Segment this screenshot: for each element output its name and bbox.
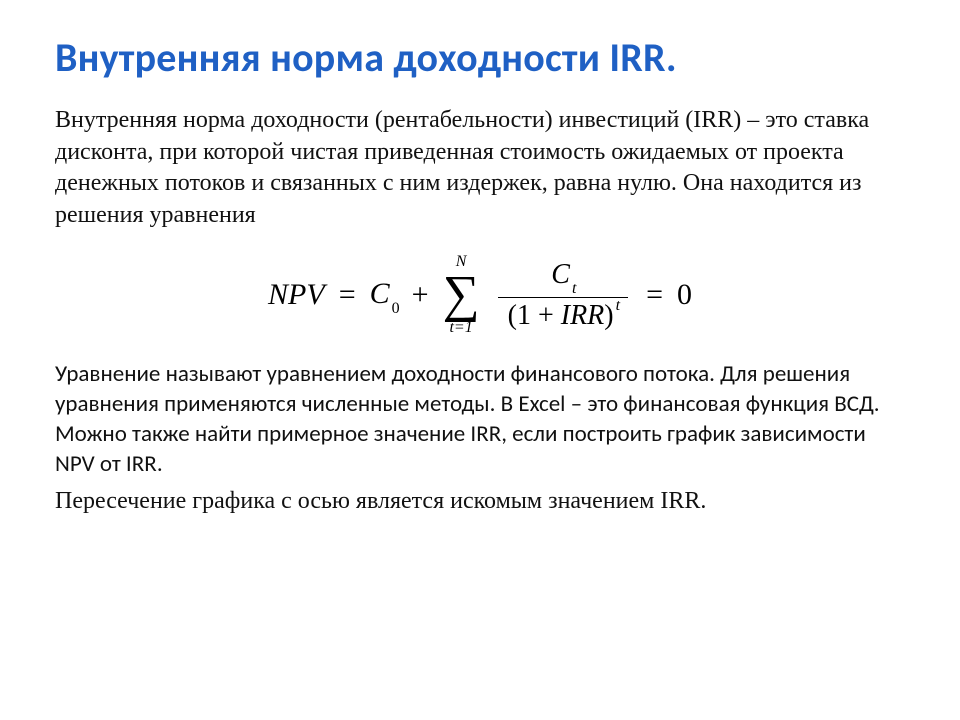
ct-base: C bbox=[551, 259, 570, 290]
c0-base: C bbox=[370, 277, 390, 310]
sum-lower: t=1 bbox=[449, 320, 472, 336]
den-open: (1 bbox=[508, 300, 531, 331]
den-irr: IRR bbox=[561, 300, 605, 331]
den-plus: + bbox=[531, 300, 561, 331]
den-sup: t bbox=[616, 297, 620, 314]
paragraph-explain: Уравнение называют уравнением доходности… bbox=[55, 360, 905, 480]
equals-sign-2: = bbox=[646, 278, 663, 312]
den-close: ) bbox=[604, 300, 613, 331]
fraction-bar bbox=[498, 297, 628, 298]
term-c0: C0 bbox=[370, 277, 398, 314]
zero: 0 bbox=[677, 278, 692, 312]
slide-title: Внутренняя норма доходности IRR. bbox=[55, 35, 905, 81]
slide: Внутренняя норма доходности IRR. Внутрен… bbox=[0, 0, 960, 720]
fraction: Ct (1 + IRR)t bbox=[498, 259, 628, 332]
equals-sign: = bbox=[339, 278, 356, 312]
c0-sub: 0 bbox=[392, 300, 400, 317]
formula: NPV = C0 + N ∑ t=1 Ct (1 + IRR)t = bbox=[55, 254, 905, 337]
fraction-numerator: Ct bbox=[541, 259, 584, 295]
sum-symbol: ∑ bbox=[443, 272, 480, 319]
plus-sign: + bbox=[412, 278, 429, 312]
paragraph-conclusion: Пересечение графика с осью является иско… bbox=[55, 486, 905, 517]
formula-lhs: NPV bbox=[268, 278, 325, 312]
paragraph-intro: Внутренняя норма доходности (рентабельно… bbox=[55, 105, 905, 232]
fraction-denominator: (1 + IRR)t bbox=[498, 300, 628, 332]
summation: N ∑ t=1 bbox=[443, 254, 480, 337]
ct-sub: t bbox=[572, 280, 576, 297]
